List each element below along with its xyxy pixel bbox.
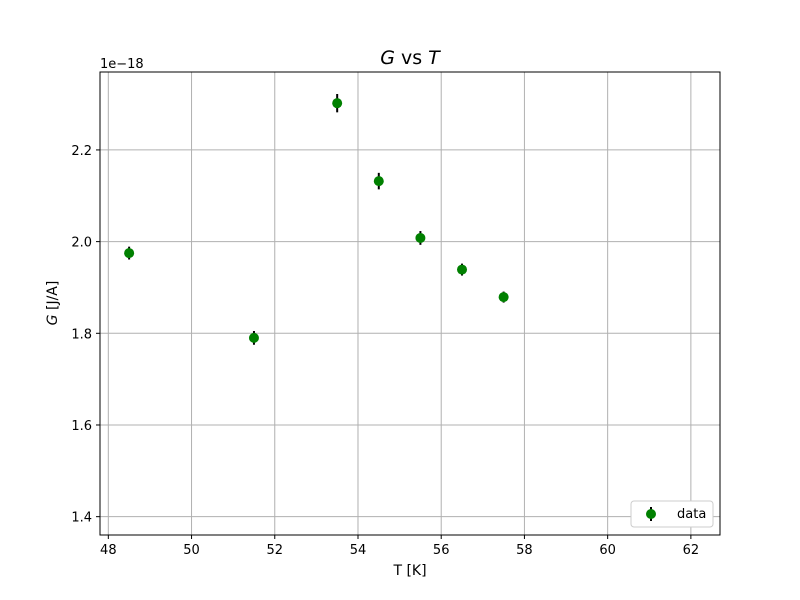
legend: data — [630, 500, 714, 528]
x-tick-label: 52 — [266, 543, 283, 558]
data-point — [248, 332, 259, 343]
y-offset-text: 1e−18 — [100, 57, 144, 72]
data-point — [332, 98, 343, 109]
x-tick-label: 60 — [599, 543, 616, 558]
x-tick-label: 56 — [433, 543, 450, 558]
data-point — [498, 292, 509, 303]
axis-ticks: 48 50 52 54 56 58 60 62 1.4 1.6 1.8 2.0 2.2 — [71, 144, 699, 558]
title-vs: vs — [395, 47, 428, 69]
title-t: T — [428, 47, 441, 69]
y-tick-label: 1.6 — [71, 419, 92, 434]
data-point — [124, 248, 135, 259]
y-axis-label: G [J/A] — [45, 281, 61, 326]
y-tick-label: 1.8 — [71, 327, 92, 342]
x-tick-label: 62 — [683, 543, 700, 558]
x-axis-label: T [K] — [392, 563, 426, 579]
data-point — [373, 176, 384, 187]
legend-label: data — [677, 507, 706, 522]
y-axis-label-unit: [J/A] — [45, 281, 61, 315]
title-g: G — [380, 47, 395, 69]
y-tick-label: 2.2 — [71, 144, 92, 159]
x-tick-label: 54 — [350, 543, 367, 558]
x-tick-label: 48 — [100, 543, 117, 558]
y-axis-label-symbol: G — [45, 314, 61, 325]
y-tick-label: 2.0 — [71, 236, 92, 251]
chart-title: G vs T — [380, 47, 441, 69]
data-point — [415, 232, 426, 243]
data-point — [457, 264, 468, 275]
grid-lines — [100, 72, 720, 535]
legend-marker — [646, 509, 656, 519]
plot-frame — [99, 71, 721, 536]
data-series — [124, 94, 509, 345]
y-tick-label: 1.4 — [71, 511, 92, 526]
x-tick-label: 58 — [516, 543, 533, 558]
x-tick-label: 50 — [183, 543, 200, 558]
